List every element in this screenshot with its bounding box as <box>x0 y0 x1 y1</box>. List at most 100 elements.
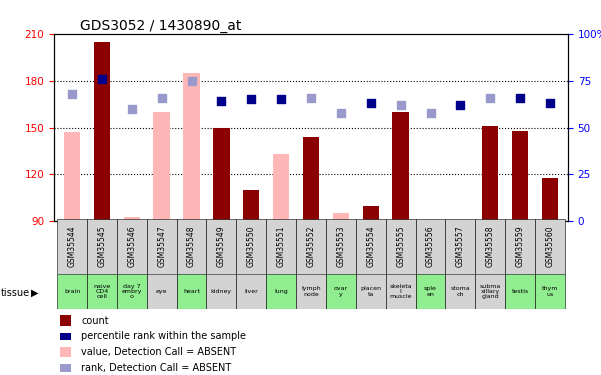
Text: lymph
node: lymph node <box>301 286 321 297</box>
Text: GSM35546: GSM35546 <box>127 226 136 267</box>
Text: GSM35548: GSM35548 <box>187 226 196 267</box>
Text: value, Detection Call = ABSENT: value, Detection Call = ABSENT <box>81 347 236 357</box>
Bar <box>64 132 80 221</box>
Bar <box>505 274 535 309</box>
Text: sple
en: sple en <box>424 286 437 297</box>
Bar <box>87 219 117 274</box>
Text: GSM35547: GSM35547 <box>157 226 166 267</box>
Text: stoma
ch: stoma ch <box>451 286 470 297</box>
Bar <box>117 274 147 309</box>
Text: GSM35555: GSM35555 <box>396 226 405 267</box>
Point <box>97 76 107 82</box>
Text: eye: eye <box>156 289 168 294</box>
Point <box>396 102 406 108</box>
Bar <box>475 274 505 309</box>
Bar <box>266 219 296 274</box>
Bar <box>177 274 207 309</box>
Text: ovar
y: ovar y <box>334 286 348 297</box>
Point <box>426 110 435 116</box>
Bar <box>94 42 110 221</box>
Bar <box>147 274 177 309</box>
Text: GSM35545: GSM35545 <box>97 226 106 267</box>
Bar <box>147 219 177 274</box>
Text: kidney: kidney <box>211 289 232 294</box>
Point <box>515 94 525 100</box>
Text: GDS3052 / 1430890_at: GDS3052 / 1430890_at <box>80 19 241 33</box>
Text: GSM35560: GSM35560 <box>546 226 555 267</box>
Point <box>276 96 286 102</box>
Text: GSM35553: GSM35553 <box>337 226 346 267</box>
Text: brain: brain <box>64 289 80 294</box>
Point <box>246 96 256 102</box>
Text: tissue: tissue <box>1 288 30 297</box>
Point <box>336 110 346 116</box>
Bar <box>177 219 207 274</box>
Bar <box>452 221 469 224</box>
Text: ▶: ▶ <box>31 288 38 297</box>
Point <box>366 100 376 106</box>
Bar <box>207 274 236 309</box>
Text: GSM35550: GSM35550 <box>247 226 256 267</box>
Bar <box>386 274 415 309</box>
Point <box>216 98 226 104</box>
Point <box>306 94 316 100</box>
Text: subma
xillary
gland: subma xillary gland <box>480 284 501 300</box>
Point <box>545 100 555 106</box>
Point <box>157 94 166 100</box>
Bar <box>213 128 230 221</box>
Text: rank, Detection Call = ABSENT: rank, Detection Call = ABSENT <box>81 363 231 373</box>
Bar <box>326 219 356 274</box>
Bar <box>482 126 498 221</box>
Text: count: count <box>81 316 109 326</box>
Bar <box>386 219 415 274</box>
Bar <box>296 219 326 274</box>
Bar <box>273 154 289 221</box>
Bar <box>236 274 266 309</box>
Text: GSM35544: GSM35544 <box>67 226 76 267</box>
Text: heart: heart <box>183 289 200 294</box>
Text: GSM35557: GSM35557 <box>456 226 465 267</box>
Point <box>187 78 197 84</box>
Text: GSM35554: GSM35554 <box>366 226 375 267</box>
Bar <box>535 274 565 309</box>
Point <box>127 106 136 112</box>
Text: testis: testis <box>511 289 529 294</box>
Point <box>67 91 77 97</box>
Bar <box>153 112 170 221</box>
Text: liver: liver <box>245 289 258 294</box>
Bar <box>333 213 349 221</box>
Text: GSM35559: GSM35559 <box>516 226 525 267</box>
Text: GSM35556: GSM35556 <box>426 226 435 267</box>
Text: percentile rank within the sample: percentile rank within the sample <box>81 332 246 341</box>
Bar <box>475 219 505 274</box>
Bar <box>356 274 386 309</box>
Bar <box>57 274 87 309</box>
Bar <box>183 73 200 221</box>
Bar <box>542 177 558 221</box>
Bar <box>236 219 266 274</box>
Text: GSM35552: GSM35552 <box>307 226 316 267</box>
Bar <box>415 219 445 274</box>
Text: placen
ta: placen ta <box>360 286 381 297</box>
Bar <box>445 219 475 274</box>
Bar <box>266 274 296 309</box>
Text: thym
us: thym us <box>542 286 558 297</box>
Bar <box>207 219 236 274</box>
Bar <box>512 130 528 221</box>
Bar <box>392 112 409 221</box>
Bar <box>445 274 475 309</box>
Text: GSM35551: GSM35551 <box>276 226 285 267</box>
Bar <box>57 219 87 274</box>
Bar <box>505 219 535 274</box>
Text: skeleta
l
muscle: skeleta l muscle <box>389 284 412 300</box>
Point <box>486 94 495 100</box>
Bar <box>326 274 356 309</box>
Bar <box>124 216 140 221</box>
Bar <box>356 219 386 274</box>
Point <box>456 102 465 108</box>
Bar <box>303 137 319 221</box>
Bar <box>535 219 565 274</box>
Bar <box>423 221 439 224</box>
Bar <box>415 274 445 309</box>
Text: GSM35558: GSM35558 <box>486 226 495 267</box>
